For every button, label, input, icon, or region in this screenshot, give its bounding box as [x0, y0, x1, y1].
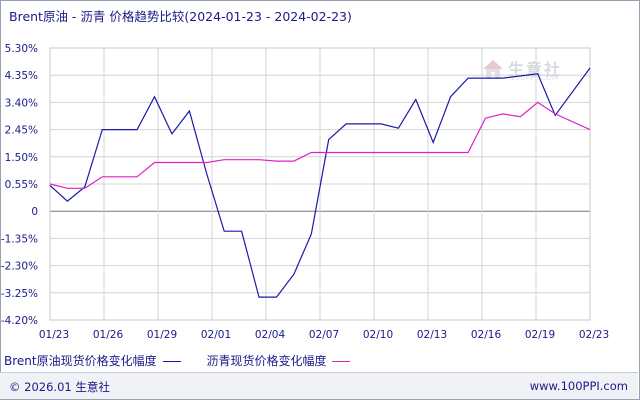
footer-bar: © 2026.01 生意社 www.100PPI.com [0, 372, 638, 399]
y-tick-label: 1.50% [5, 152, 38, 164]
legend: Brent原油现货价格变化幅度 沥青现货价格变化幅度 [4, 352, 372, 369]
footer-copyright: © 2026.01 生意社 [9, 380, 110, 394]
legend-label-brent: Brent原油现货价格变化幅度 [4, 354, 157, 368]
y-tick-label: -2.30% [1, 261, 38, 273]
x-tick-label: 02/01 [201, 329, 231, 341]
legend-swatch-asphalt [332, 361, 351, 362]
legend-item-brent: Brent原油现货价格变化幅度 [4, 352, 181, 369]
y-tick-label: 2.45% [5, 125, 38, 137]
x-tick-label: 01/26 [93, 329, 124, 341]
x-tick-label: 02/19 [525, 329, 555, 341]
x-tick-label: 01/29 [147, 329, 177, 341]
y-tick-label: -3.25% [1, 288, 38, 300]
y-tick-label: 3.40% [5, 97, 38, 109]
chart-title: Brent原油 - 沥青 价格趋势比较(2024-01-23 - 2024-02… [9, 9, 352, 24]
footer-site-link[interactable]: www.100PPI.com [529, 379, 628, 393]
x-tick-label: 02/10 [363, 329, 393, 341]
x-tick-label: 02/07 [309, 329, 339, 341]
legend-swatch-brent [162, 361, 181, 362]
y-tick-label: 0.55% [5, 179, 38, 191]
y-tick-label: -4.20% [1, 315, 38, 327]
x-tick-label: 02/04 [255, 329, 286, 341]
y-tick-label: 5.30% [5, 43, 38, 55]
x-tick-label: 02/16 [471, 329, 502, 341]
legend-item-asphalt: 沥青现货价格变化幅度 [206, 352, 351, 369]
x-tick-label: 02/13 [417, 329, 447, 341]
x-axis-labels: 01/23 01/26 01/29 02/01 02/04 02/07 02/10 02/13… [39, 329, 609, 341]
series-lines [49, 67, 591, 298]
y-tick-label: 4.35% [5, 70, 38, 82]
series-line-brent [49, 67, 591, 298]
watermark-subtext: 100PPI.COM [510, 73, 559, 82]
y-tick-label: 0 [31, 206, 38, 218]
series-line-asphalt [49, 101, 591, 189]
y-tick-label: -1.35% [1, 233, 38, 245]
x-tick-label: 02/23 [579, 329, 609, 341]
legend-label-asphalt: 沥青现货价格变化幅度 [206, 354, 327, 368]
y-axis-labels: 5.30% 4.35% 3.40% 2.45% 1.50% 0.55% 0 -1.35% -2.… [1, 43, 38, 327]
watermark-text: 生意社 [508, 60, 563, 79]
x-tick-label: 01/23 [39, 329, 69, 341]
